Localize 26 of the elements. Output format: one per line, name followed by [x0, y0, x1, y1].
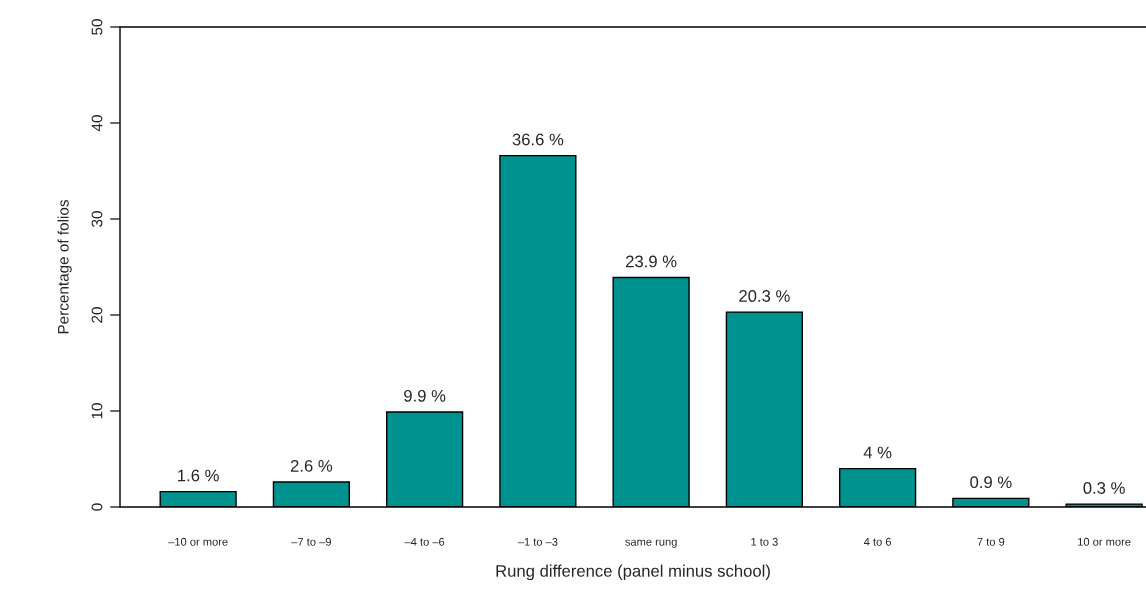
x-tick-label: 10 or more: [1078, 537, 1131, 546]
data-label: 2.6 %: [290, 460, 333, 472]
y-tick-label: 20: [91, 307, 103, 323]
data-label: 20.3 %: [739, 290, 790, 302]
data-label: 0.9 %: [970, 476, 1012, 489]
data-label: 36.6 %: [512, 133, 564, 146]
x-tick-label: same rung: [625, 539, 677, 548]
data-label: 1.6 %: [178, 469, 219, 482]
data-label: 4 %: [863, 446, 892, 459]
y-tick-label: 30: [91, 211, 103, 227]
data-label: 23.9 %: [626, 255, 677, 268]
data-label: 9.9 %: [404, 389, 446, 402]
x-tick-label: –10 or more: [168, 537, 228, 546]
x-tick-label: –7 to –9: [291, 537, 331, 546]
y-tick-label: 50: [91, 19, 103, 35]
x-tick-label: –4 to –6: [404, 537, 445, 546]
y-tick-label: 10: [91, 403, 103, 419]
x-tick-label: –1 to –3: [517, 537, 558, 546]
y-axis-title: Percentage of folios: [57, 200, 72, 334]
y-tick-label: 40: [91, 115, 103, 132]
x-tick-label: 4 to 6: [863, 537, 892, 546]
x-axis-title: Rung difference (panel minus school): [496, 564, 770, 581]
x-tick-label: 7 to 9: [977, 537, 1005, 546]
y-tick-label: 0: [91, 503, 103, 511]
x-tick-label: 1 to 3: [751, 537, 778, 546]
data-label: 0.3 %: [1083, 482, 1125, 494]
